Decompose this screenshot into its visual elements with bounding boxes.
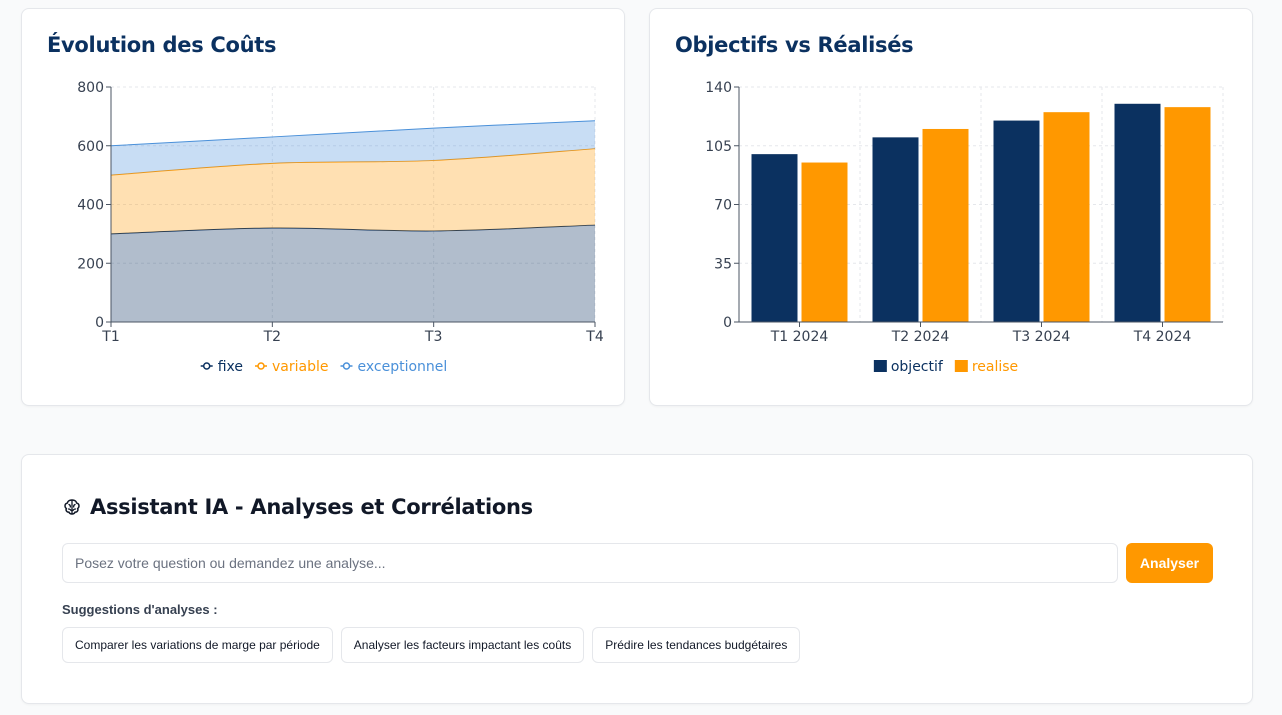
legend-item: fixe xyxy=(200,359,243,375)
x-tick-label: T4 2024 xyxy=(1133,329,1192,345)
legend-swatch xyxy=(342,362,351,370)
line-fixe xyxy=(110,224,596,235)
suggestions-label: Suggestions d'analyses : xyxy=(62,602,218,617)
legend-swatch xyxy=(202,362,211,370)
x-tick-label: T4 xyxy=(585,329,604,345)
suggestions-list: Comparer les variations de marge par pér… xyxy=(62,627,801,663)
costs-card: Évolution des Coûts 0 200 400 600 800 T1 T2 T3 T… xyxy=(21,8,625,406)
y-tick-label: 200 xyxy=(77,256,104,272)
x-tick-label: T3 xyxy=(424,329,442,345)
y-tick-label: 400 xyxy=(77,198,104,214)
bar-objectif xyxy=(1114,103,1161,323)
x-tick-label: T1 2024 xyxy=(770,329,829,345)
area-exceptionnel xyxy=(111,120,595,176)
ai-assistant-header: Assistant IA - Analyses et Corrélations xyxy=(62,495,533,519)
y-tick-label: 0 xyxy=(95,315,104,331)
bar-objectif xyxy=(751,154,798,322)
legend-label: realise xyxy=(972,359,1018,375)
bar-objectif xyxy=(872,137,919,322)
ai-question-input[interactable] xyxy=(62,543,1118,583)
x-tick-label: T3 2024 xyxy=(1012,329,1071,345)
bar-realise xyxy=(1164,107,1211,323)
legend-swatch xyxy=(257,362,265,370)
ai-assistant-card: Assistant IA - Analyses et Corrélations … xyxy=(21,454,1253,704)
legend-label: exceptionnel xyxy=(357,359,447,375)
x-tick-label: T2 2024 xyxy=(891,329,950,345)
bar-objectif xyxy=(993,120,1040,322)
y-tick-label: 0 xyxy=(723,315,732,331)
x-tick-label: T2 xyxy=(263,329,281,345)
y-tick-label: 600 xyxy=(77,139,104,155)
costs-card-title: Évolution des Coûts xyxy=(47,33,277,57)
suggestion-chip[interactable]: Prédire les tendances budgétaires xyxy=(592,627,801,663)
legend-item: objectif xyxy=(873,359,944,375)
bar-realise xyxy=(1043,112,1090,322)
legend-item: variable xyxy=(255,359,328,375)
targets-card: Objectifs vs Réalisés 0 35 70 105 140 T1 2024… xyxy=(649,8,1253,406)
x-tick-label: T1 xyxy=(101,329,119,345)
legend-swatch xyxy=(873,360,887,372)
legend-swatch xyxy=(954,360,968,372)
legend-label: objectif xyxy=(891,359,944,375)
targets-bar-chart: 0 35 70 105 140 T1 2024 T2 2024 T3 2024 T4 2024 o… xyxy=(705,80,1224,375)
suggestion-chip[interactable]: Comparer les variations de marge par pér… xyxy=(62,627,333,663)
y-tick-label: 70 xyxy=(714,198,732,214)
costs-area-chart: 0 200 400 600 800 T1 T2 T3 T4 fixe variable excepti… xyxy=(77,80,604,375)
bar-realise xyxy=(801,162,848,322)
ai-assistant-title: Assistant IA - Analyses et Corrélations xyxy=(90,495,533,519)
brain-icon xyxy=(64,499,80,515)
area-fixe xyxy=(111,225,595,322)
legend-item: exceptionnel xyxy=(340,359,447,375)
legend-label: variable xyxy=(272,359,328,375)
line-variable xyxy=(110,148,596,176)
suggestion-chip[interactable]: Analyser les facteurs impactant les coût… xyxy=(340,627,585,663)
bar-realise xyxy=(922,128,969,322)
y-tick-label: 140 xyxy=(705,80,732,96)
line-exceptionnel xyxy=(110,120,596,147)
y-tick-label: 800 xyxy=(77,80,104,96)
targets-card-title: Objectifs vs Réalisés xyxy=(675,33,914,57)
analyze-button[interactable]: Analyser xyxy=(1126,543,1213,583)
y-tick-label: 35 xyxy=(714,256,732,272)
area-variable xyxy=(111,148,595,234)
legend-item: realise xyxy=(954,359,1018,375)
legend-label: fixe xyxy=(218,359,243,375)
y-tick-label: 105 xyxy=(705,139,732,155)
